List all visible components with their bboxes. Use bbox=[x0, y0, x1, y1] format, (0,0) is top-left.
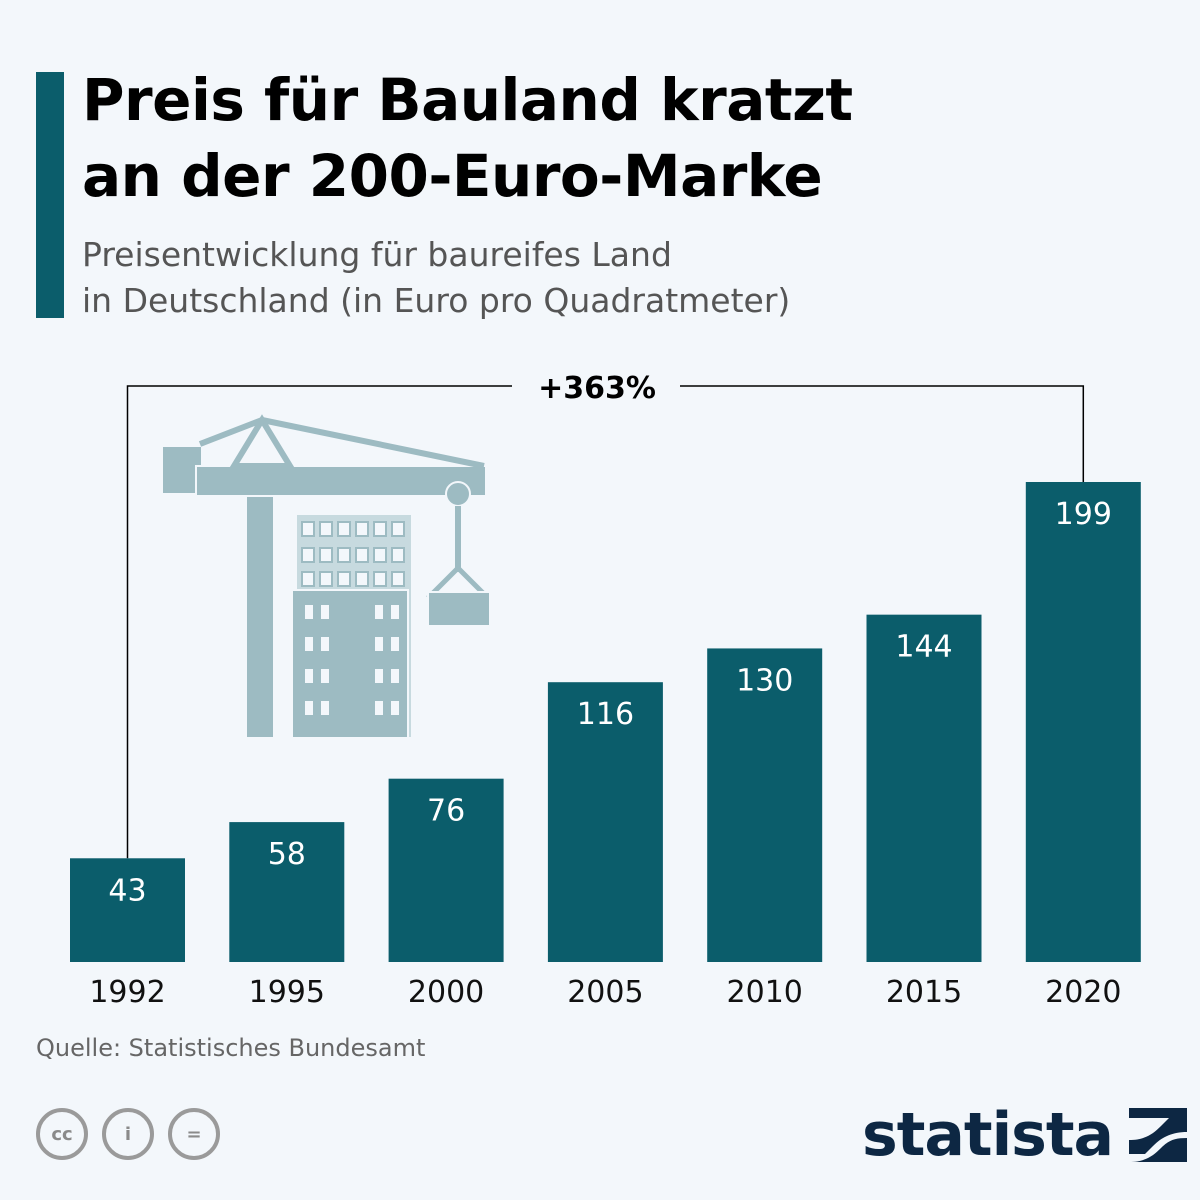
bar-2010 bbox=[707, 648, 823, 962]
bar-2005 bbox=[547, 682, 663, 962]
bar-1995 bbox=[229, 822, 345, 962]
value-label-2020: 199 bbox=[1055, 497, 1112, 532]
page-title: Preis für Bauland kratzt an der 200-Euro… bbox=[82, 62, 1162, 214]
bar-2015 bbox=[866, 614, 982, 962]
subtitle-line-2: in Deutschland (in Euro pro Quadratmeter… bbox=[82, 281, 791, 320]
brand-wordmark: statista bbox=[862, 1100, 1114, 1170]
subtitle: Preisentwicklung für baureifes Land in D… bbox=[82, 232, 1082, 324]
no-derivatives-icon[interactable]: = bbox=[168, 1108, 220, 1160]
attribution-icon[interactable]: i bbox=[102, 1108, 154, 1160]
value-label-1995: 58 bbox=[268, 837, 306, 872]
crane-building-illustration bbox=[161, 414, 491, 739]
value-label-2010: 130 bbox=[736, 663, 793, 698]
value-label-2005: 116 bbox=[577, 697, 634, 732]
value-label-1992: 43 bbox=[108, 873, 146, 908]
license-icons: cc i = bbox=[36, 1108, 220, 1160]
growth-bracket: +363% bbox=[126, 371, 1085, 859]
statista-mark-icon bbox=[1129, 1108, 1188, 1162]
x-tick-label-1995: 1995 bbox=[249, 975, 325, 1010]
title-line-1: Preis für Bauland kratzt bbox=[82, 66, 853, 134]
source-note: Quelle: Statistisches Bundesamt bbox=[36, 1034, 426, 1062]
bracket-left-line bbox=[126, 385, 512, 859]
value-label-2000: 76 bbox=[427, 794, 465, 829]
bars-group bbox=[70, 482, 1141, 962]
bar-2020 bbox=[1025, 482, 1141, 962]
statista-logo[interactable]: statista bbox=[862, 1100, 1189, 1170]
x-tick-label-2015: 2015 bbox=[886, 975, 962, 1010]
bar-1992 bbox=[70, 858, 185, 962]
cc-icon[interactable]: cc bbox=[36, 1108, 88, 1160]
bracket-right-line bbox=[680, 385, 1085, 482]
x-tick-label-2020: 2020 bbox=[1045, 975, 1121, 1010]
value-labels-group: 43 58 76 116 130 144 199 bbox=[108, 497, 1112, 908]
x-tick-label-1992: 1992 bbox=[89, 975, 165, 1010]
x-axis-labels: 1992 1995 2000 2005 2010 2015 2020 bbox=[89, 975, 1121, 1010]
x-tick-label-2005: 2005 bbox=[567, 975, 643, 1010]
x-tick-label-2000: 2000 bbox=[408, 975, 484, 1010]
subtitle-line-1: Preisentwicklung für baureifes Land bbox=[82, 235, 672, 274]
bar-2000 bbox=[388, 778, 504, 962]
x-tick-label-2010: 2010 bbox=[727, 975, 803, 1010]
growth-annotation: +363% bbox=[538, 371, 656, 406]
accent-bar bbox=[36, 72, 64, 318]
title-line-2: an der 200-Euro-Marke bbox=[82, 142, 823, 210]
value-label-2015: 144 bbox=[895, 630, 952, 665]
